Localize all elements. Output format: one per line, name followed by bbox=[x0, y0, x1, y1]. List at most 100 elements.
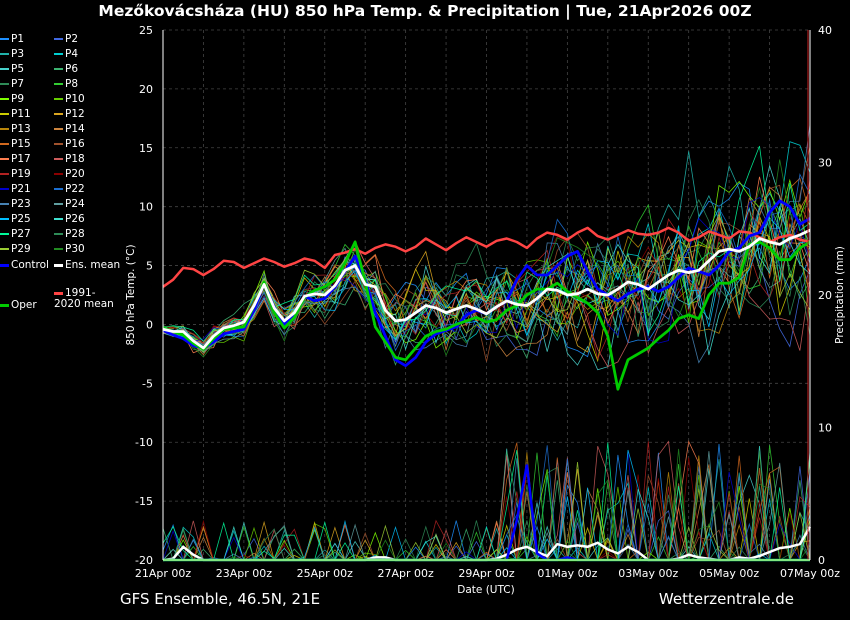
legend-item-climate: 1991-2020 mean bbox=[54, 288, 116, 310]
legend-label: P30 bbox=[65, 243, 85, 255]
y-tick-label: 25 bbox=[139, 24, 153, 37]
x-tick-label: 27Apr 00z bbox=[377, 567, 434, 580]
legend-swatch bbox=[54, 203, 63, 205]
y-tick-label: -10 bbox=[135, 436, 153, 449]
legend-swatch bbox=[0, 53, 9, 55]
legend-swatch bbox=[54, 113, 63, 115]
legend-item-p18: P18 bbox=[54, 154, 85, 165]
y2-tick-label: 10 bbox=[818, 422, 832, 435]
axes: -20 -15 -10 -5 0 5 10 15 20 25 0 10 20 30 40 21Apr 00z 2… bbox=[135, 24, 840, 580]
y2-tick-label: 40 bbox=[818, 24, 832, 37]
legend-swatch bbox=[54, 218, 63, 220]
legend-swatch bbox=[0, 173, 9, 175]
legend-label: P8 bbox=[65, 78, 79, 90]
legend-item-p3: P3 bbox=[0, 49, 24, 60]
legend-label: P24 bbox=[65, 198, 85, 210]
legend-label: P29 bbox=[11, 243, 31, 255]
legend-item-p4: P4 bbox=[54, 49, 78, 60]
legend-label: P13 bbox=[11, 123, 31, 135]
series-line-ens_mean bbox=[162, 228, 811, 350]
y-axis-label-left: 850 hPa Temp. (°C) bbox=[125, 244, 137, 345]
legend-swatch bbox=[0, 248, 9, 250]
footer-model-info: GFS Ensemble, 46.5N, 21E bbox=[120, 590, 321, 608]
member-line-26 bbox=[162, 205, 811, 356]
legend-swatch bbox=[54, 188, 63, 190]
legend-label: P10 bbox=[65, 93, 85, 105]
legend-label: P14 bbox=[65, 123, 85, 135]
member-line-18 bbox=[162, 215, 811, 368]
legend-swatch bbox=[54, 248, 63, 250]
legend-label: P22 bbox=[65, 183, 85, 195]
legend-swatch bbox=[54, 233, 63, 235]
legend-item-control: Control bbox=[0, 260, 49, 271]
y-tick-label: -15 bbox=[135, 495, 153, 508]
legend-item-p25: P25 bbox=[0, 214, 31, 225]
y-tick-label: 20 bbox=[139, 83, 153, 96]
legend-item-p6: P6 bbox=[54, 64, 78, 75]
legend-item-p24: P24 bbox=[54, 199, 85, 210]
y-tick-label: -5 bbox=[142, 377, 153, 390]
legend-swatch bbox=[54, 68, 63, 70]
x-tick-label: 25Apr 00z bbox=[297, 567, 354, 580]
legend-label: P3 bbox=[11, 48, 25, 60]
legend-item-p30: P30 bbox=[54, 244, 85, 255]
y-axis-label-right: Precipitation (mm) bbox=[834, 246, 846, 344]
legend-label: P17 bbox=[11, 153, 31, 165]
legend-swatch bbox=[54, 291, 63, 295]
legend-item-p22: P22 bbox=[54, 184, 85, 195]
legend-label: Control bbox=[11, 259, 49, 271]
legend-swatch bbox=[0, 158, 9, 160]
legend-swatch bbox=[0, 128, 9, 130]
x-tick-label: 03May 00z bbox=[618, 567, 678, 580]
legend-swatch bbox=[54, 38, 63, 40]
legend-swatch bbox=[0, 263, 9, 267]
legend-label: P21 bbox=[11, 183, 31, 195]
legend-swatch bbox=[54, 128, 63, 130]
legend-label: P18 bbox=[65, 153, 85, 165]
legend-swatch bbox=[54, 263, 63, 267]
legend-label: P27 bbox=[11, 228, 31, 240]
chart-title: Mezőkovácsháza (HU) 850 hPa Temp. & Prec… bbox=[98, 2, 752, 20]
legend-swatch bbox=[0, 188, 9, 190]
legend-label: P25 bbox=[11, 213, 31, 225]
legend-item-p21: P21 bbox=[0, 184, 31, 195]
y-tick-label: 5 bbox=[146, 260, 153, 273]
legend-label: P9 bbox=[11, 93, 25, 105]
legend-swatch bbox=[0, 68, 9, 70]
y-tick-label: 10 bbox=[139, 201, 153, 214]
x-tick-label: 05May 00z bbox=[699, 567, 759, 580]
legend-item-p5: P5 bbox=[0, 64, 24, 75]
y-tick-label: 0 bbox=[146, 318, 153, 331]
x-tick-label: 21Apr 00z bbox=[135, 567, 192, 580]
legend-item-p14: P14 bbox=[54, 124, 85, 135]
legend-item-p8: P8 bbox=[54, 79, 78, 90]
legend-label: P16 bbox=[65, 138, 85, 150]
legend-item-p7: P7 bbox=[0, 79, 24, 90]
legend-item-p19: P19 bbox=[0, 169, 31, 180]
y2-tick-label: 0 bbox=[818, 554, 825, 567]
member-line-17 bbox=[162, 176, 811, 354]
x-tick-label: 29Apr 00z bbox=[458, 567, 515, 580]
legend-item-p26: P26 bbox=[54, 214, 85, 225]
legend-swatch bbox=[54, 173, 63, 175]
legend-item-p15: P15 bbox=[0, 139, 31, 150]
legend-item-ens_mean: Ens. mean bbox=[54, 260, 120, 271]
legend-swatch bbox=[0, 143, 9, 145]
legend-label: P11 bbox=[11, 108, 31, 120]
y-tick-label: -20 bbox=[135, 554, 153, 567]
legend-swatch bbox=[0, 98, 9, 100]
legend-item-p2: P2 bbox=[54, 34, 78, 45]
legend-item-p10: P10 bbox=[54, 94, 85, 105]
y-tick-label: 15 bbox=[139, 142, 153, 155]
legend-item-p17: P17 bbox=[0, 154, 31, 165]
legend-swatch bbox=[0, 38, 9, 40]
legend-item-oper: Oper bbox=[0, 300, 37, 311]
member-line-30 bbox=[162, 159, 811, 358]
legend-item-p12: P12 bbox=[54, 109, 85, 120]
legend-label: P1 bbox=[11, 33, 25, 45]
legend-item-p20: P20 bbox=[54, 169, 85, 180]
legend-label: P6 bbox=[65, 63, 79, 75]
footer-source: Wetterzentrale.de bbox=[658, 590, 794, 608]
legend-label: Ens. mean bbox=[65, 259, 121, 271]
